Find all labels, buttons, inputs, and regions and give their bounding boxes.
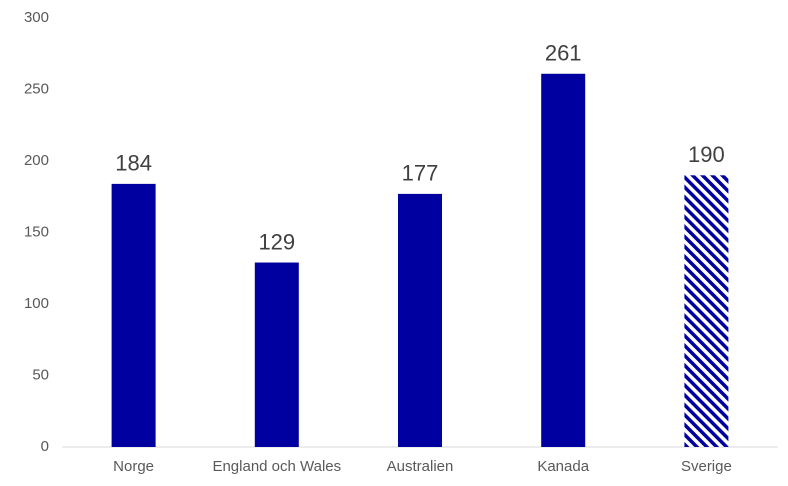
data-label: 129 (258, 229, 295, 254)
data-label: 184 (115, 151, 152, 176)
x-tick-label: England och Wales (212, 458, 341, 475)
y-tick-label: 100 (24, 295, 49, 312)
y-tick-label: 50 (32, 366, 49, 383)
x-tick-label: Norge (113, 458, 154, 475)
data-label: 177 (402, 161, 439, 186)
x-tick-label: Australien (387, 458, 454, 475)
bar (398, 193, 442, 447)
x-tick-label: Sverige (681, 458, 732, 475)
x-tick-label: Kanada (537, 458, 589, 475)
bar (541, 73, 586, 448)
y-tick-label: 200 (24, 152, 49, 169)
y-tick-label: 150 (24, 223, 49, 240)
bar (684, 175, 729, 448)
y-tick-label: 250 (24, 80, 49, 97)
data-label: 190 (688, 142, 725, 167)
bar (111, 183, 156, 447)
y-tick-label: 300 (24, 9, 49, 26)
data-label: 261 (545, 41, 582, 66)
y-tick-label: 0 (41, 438, 49, 455)
bar (254, 262, 299, 447)
